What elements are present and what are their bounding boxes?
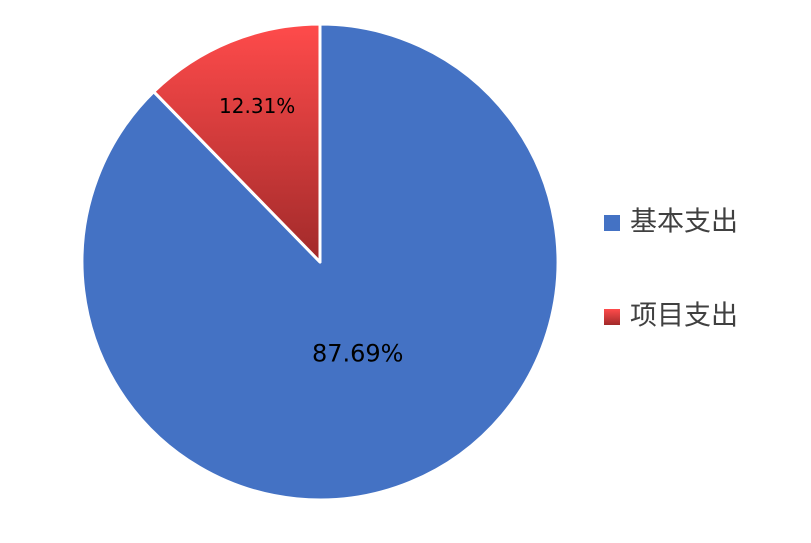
data-label-project-expense: 12.31%: [219, 94, 295, 118]
legend-label-project-expense: 项目支出: [630, 301, 738, 332]
pie-data-labels: 87.69% 12.31%: [219, 94, 403, 367]
pie-slice-project-expense: [152, 22, 322, 264]
legend-swatch-project-expense: [604, 309, 620, 325]
pie-slices: [80, 22, 560, 502]
legend-item-basic-expense: 基本支出: [604, 207, 738, 238]
data-label-basic-expense: 87.69%: [312, 340, 404, 368]
legend-item-project-expense: 项目支出: [604, 301, 738, 332]
legend-swatch-basic-expense: [604, 215, 620, 231]
legend-label-basic-expense: 基本支出: [630, 207, 738, 238]
